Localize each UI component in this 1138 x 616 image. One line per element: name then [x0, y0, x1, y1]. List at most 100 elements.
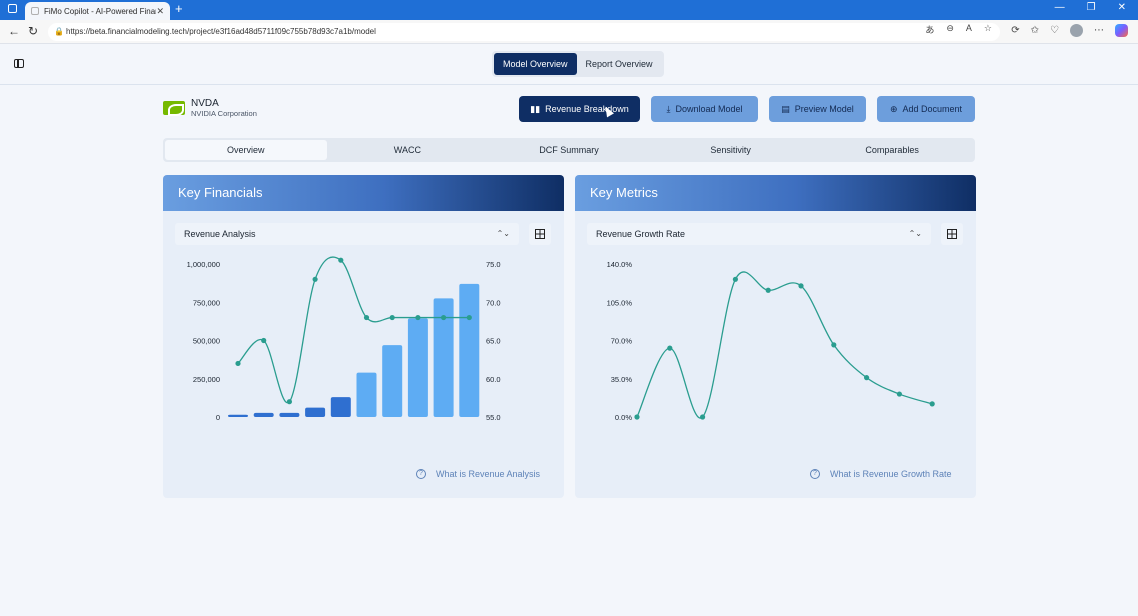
growth-point	[667, 345, 673, 351]
revenue-breakdown-label: Revenue Breakdown	[545, 104, 629, 114]
tab-wacc[interactable]: WACC	[327, 140, 489, 160]
y2-axis-tick-label: 70.0	[486, 298, 501, 307]
key-metrics-card: Key Metrics Revenue Growth Rate ⌃⌄ 140.0…	[575, 175, 976, 498]
chevron-updown-icon: ⌃⌄	[496, 229, 510, 238]
grid-icon	[947, 229, 957, 239]
margin-point	[363, 314, 370, 321]
revenue-breakdown-button[interactable]: ▮▮ Revenue Breakdown	[519, 96, 640, 122]
tab-sensitivity[interactable]: Sensitivity	[650, 140, 812, 160]
browser-tab[interactable]: FiMo Copilot - AI-Powered Financ ✕	[25, 2, 170, 20]
margin-point	[338, 257, 344, 263]
key-financials-card: Key Financials Revenue Analysis ⌃⌄ 1,000…	[163, 175, 564, 498]
growth-rate-help-link[interactable]: ? What is Revenue Growth Rate	[810, 469, 952, 479]
revenue-bar	[407, 318, 428, 417]
favorite-star-icon[interactable]: ☆	[983, 23, 992, 33]
y2-axis-tick-label: 60.0	[486, 375, 501, 384]
revenue-bar	[228, 414, 248, 417]
profile-avatar[interactable]	[1070, 24, 1083, 37]
restore-icon[interactable]: ❐	[1086, 2, 1096, 13]
growth-rate-chart: 140.0% 105.0% 70.0% 35.0% 0.0%	[607, 260, 935, 422]
browser-tab-bar: FiMo Copilot - AI-Powered Financ ✕ + — ❐…	[0, 0, 1138, 20]
revenue-bar	[382, 345, 403, 417]
window-menu-icon[interactable]	[8, 4, 17, 13]
margin-point	[389, 314, 395, 321]
margin-point	[286, 399, 292, 405]
growth-point	[700, 414, 706, 420]
growth-point	[732, 276, 738, 282]
chevron-updown-icon: ⌃⌄	[908, 229, 922, 238]
preview-model-button[interactable]: ▤ Preview Model	[769, 96, 866, 122]
y2-axis-tick-label: 75.0	[486, 260, 501, 269]
revenue-analysis-help-link[interactable]: ? What is Revenue Analysis	[416, 469, 540, 479]
table-view-button[interactable]	[529, 223, 551, 245]
copilot-icon[interactable]	[1115, 24, 1128, 37]
help-circle-icon: ?	[416, 469, 426, 479]
shield-icon[interactable]: ♡	[1050, 25, 1059, 36]
tab-overview[interactable]: Overview	[165, 140, 327, 160]
y-axis-tick-label: 0	[216, 413, 220, 422]
document-icon: ▤	[781, 103, 790, 114]
revenue-bar	[356, 372, 377, 417]
refresh-icon[interactable]: ↻	[28, 24, 39, 38]
grid-icon	[535, 229, 545, 239]
extensions-icon[interactable]: ⟳	[1011, 25, 1020, 36]
y-axis-tick-label: 140.0%	[607, 260, 633, 269]
minimize-icon[interactable]: —	[1054, 2, 1065, 13]
margin-point	[235, 360, 241, 367]
tab-title: FiMo Copilot - AI-Powered Financ	[44, 6, 157, 16]
new-tab-icon[interactable]: +	[175, 1, 183, 16]
y-axis-tick-label: 0.0%	[615, 413, 632, 422]
revenue-analysis-select[interactable]: Revenue Analysis ⌃⌄	[175, 223, 519, 245]
preview-model-label: Preview Model	[794, 104, 854, 114]
tab-report-overview[interactable]: Report Overview	[577, 53, 662, 75]
translate-icon[interactable]: あ	[925, 25, 935, 35]
nvidia-logo	[163, 101, 185, 116]
revenue-bar	[459, 283, 480, 417]
tab-model-overview[interactable]: Model Overview	[494, 53, 577, 75]
y-axis-tick-label: 35.0%	[611, 375, 633, 384]
key-financials-title: Key Financials	[163, 175, 564, 211]
url-bar[interactable]: 🔒 https://beta.financialmodeling.tech/pr…	[48, 23, 1000, 41]
table-view-button[interactable]	[941, 223, 963, 245]
sidebar-toggle-icon[interactable]	[14, 59, 24, 68]
growth-point	[634, 414, 640, 420]
tab-comparables[interactable]: Comparables	[811, 140, 973, 160]
back-icon[interactable]: ←	[8, 24, 20, 38]
zoom-icon[interactable]: ⊖	[946, 23, 954, 33]
revenue-analysis-chart: 1,000,000 750,000 500,000 250,000 0 75.0 70.0 6…	[187, 256, 501, 422]
favorites-icon[interactable]: ✩	[1030, 25, 1040, 36]
favicon-icon	[31, 7, 39, 15]
growth-point	[864, 375, 870, 381]
growth-point	[798, 283, 804, 289]
margin-point	[415, 314, 421, 321]
growth-point	[929, 401, 935, 407]
more-icon[interactable]: ⋯	[1094, 25, 1104, 36]
margin-point	[261, 337, 267, 344]
tab-dcf-summary[interactable]: DCF Summary	[488, 140, 650, 160]
view-switcher: Model Overview Report Overview	[492, 51, 664, 77]
select-value: Revenue Analysis	[184, 229, 256, 239]
add-document-button[interactable]: ⊕ Add Document	[877, 96, 975, 122]
address-toolbar: ← ↻ 🔒 https://beta.financialmodeling.tec…	[0, 20, 1138, 44]
close-window-icon[interactable]: ✕	[1117, 2, 1126, 13]
growth-rate-select[interactable]: Revenue Growth Rate ⌃⌄	[587, 223, 931, 245]
y-axis-tick-label: 1,000,000	[187, 260, 220, 269]
select-value: Revenue Growth Rate	[596, 229, 686, 239]
growth-point	[765, 287, 771, 293]
model-subtabs: Overview WACC DCF Summary Sensitivity Co…	[163, 138, 975, 162]
download-model-button[interactable]: ⤓ Download Model	[651, 96, 758, 122]
help-text: What is Revenue Growth Rate	[830, 469, 952, 479]
help-circle-icon: ?	[810, 469, 820, 479]
margin-point	[441, 314, 447, 321]
key-metrics-title: Key Metrics	[575, 175, 976, 211]
company-name: NVIDIA Corporation	[191, 109, 257, 118]
help-text: What is Revenue Analysis	[436, 469, 541, 479]
y2-axis-tick-label: 65.0	[486, 337, 501, 346]
revenue-bar	[253, 412, 274, 417]
read-aloud-icon[interactable]: A	[965, 23, 972, 33]
revenue-bar	[279, 412, 300, 417]
y2-axis-tick-label: 55.0	[486, 413, 501, 422]
margin-point	[312, 276, 318, 282]
margin-line	[237, 256, 470, 404]
close-tab-icon[interactable]: ✕	[156, 5, 164, 16]
